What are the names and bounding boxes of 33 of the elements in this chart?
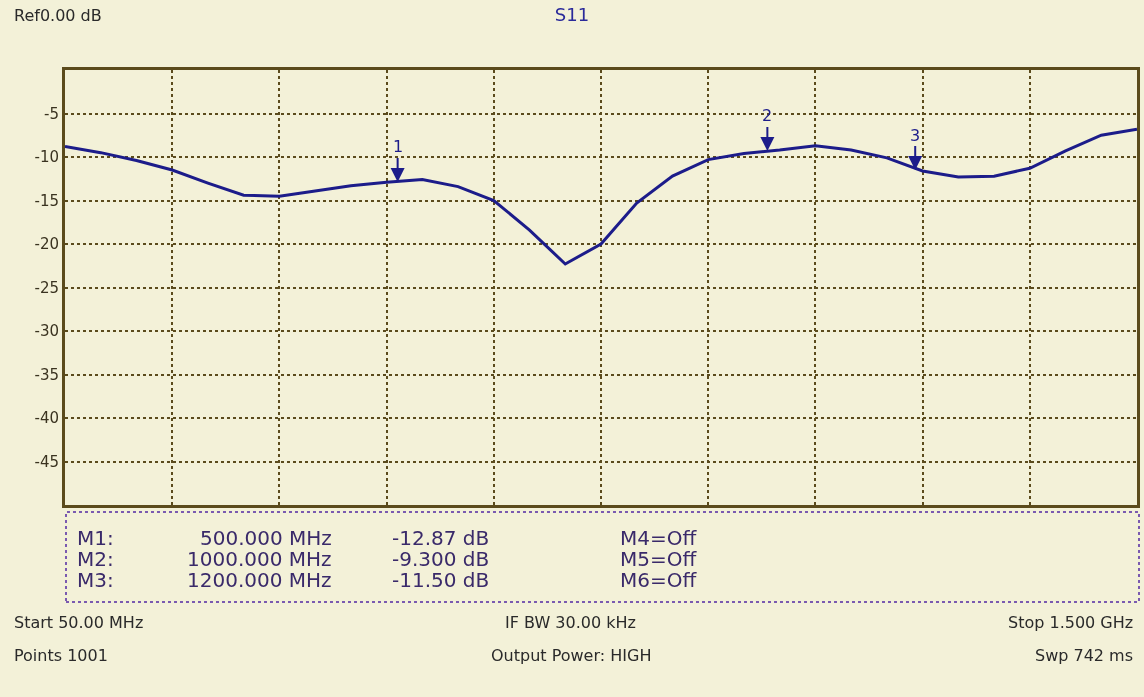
y-tick-label: -20 [34,235,59,254]
text: 1200.000 MHz [187,568,332,592]
text: 500.000 MHz [200,526,332,550]
text: Points 1001 [14,646,108,665]
text: M2: [77,547,114,571]
text: M1: [77,526,114,550]
text: Start 50.00 MHz [14,613,144,632]
text: -11.50 dB [392,568,490,592]
text: Ref0.00 dB [14,6,102,25]
y-tick-label: -45 [34,452,59,471]
text: M6=Off [620,568,698,592]
line-series [65,127,1137,266]
annotation: 2 [762,106,773,125]
y-tick-label: -10 [34,148,59,167]
text: M5=Off [620,547,698,571]
text: M3: [77,568,114,592]
text: Swp 742 ms [1035,646,1134,665]
y-tick-label: -40 [34,409,59,428]
y-tick-label: -30 [34,322,59,341]
text: 1000.000 MHz [187,547,332,571]
text: IF BW 30.00 kHz [505,613,636,632]
text: Stop 1.500 GHz [1008,613,1134,632]
y-tick-label: -15 [34,191,59,210]
y-tick-label: -5 [44,104,59,123]
chart-title: S11 [554,4,590,26]
text: M4=Off [620,526,698,550]
text: Output Power: HIGH [491,646,652,665]
annotation: 1 [393,137,404,156]
y-tick-label: -25 [34,278,59,297]
annotation: 3 [910,126,921,145]
text: -9.300 dB [392,547,490,571]
text: -12.87 dB [392,526,490,550]
y-tick-label: -35 [34,365,59,384]
